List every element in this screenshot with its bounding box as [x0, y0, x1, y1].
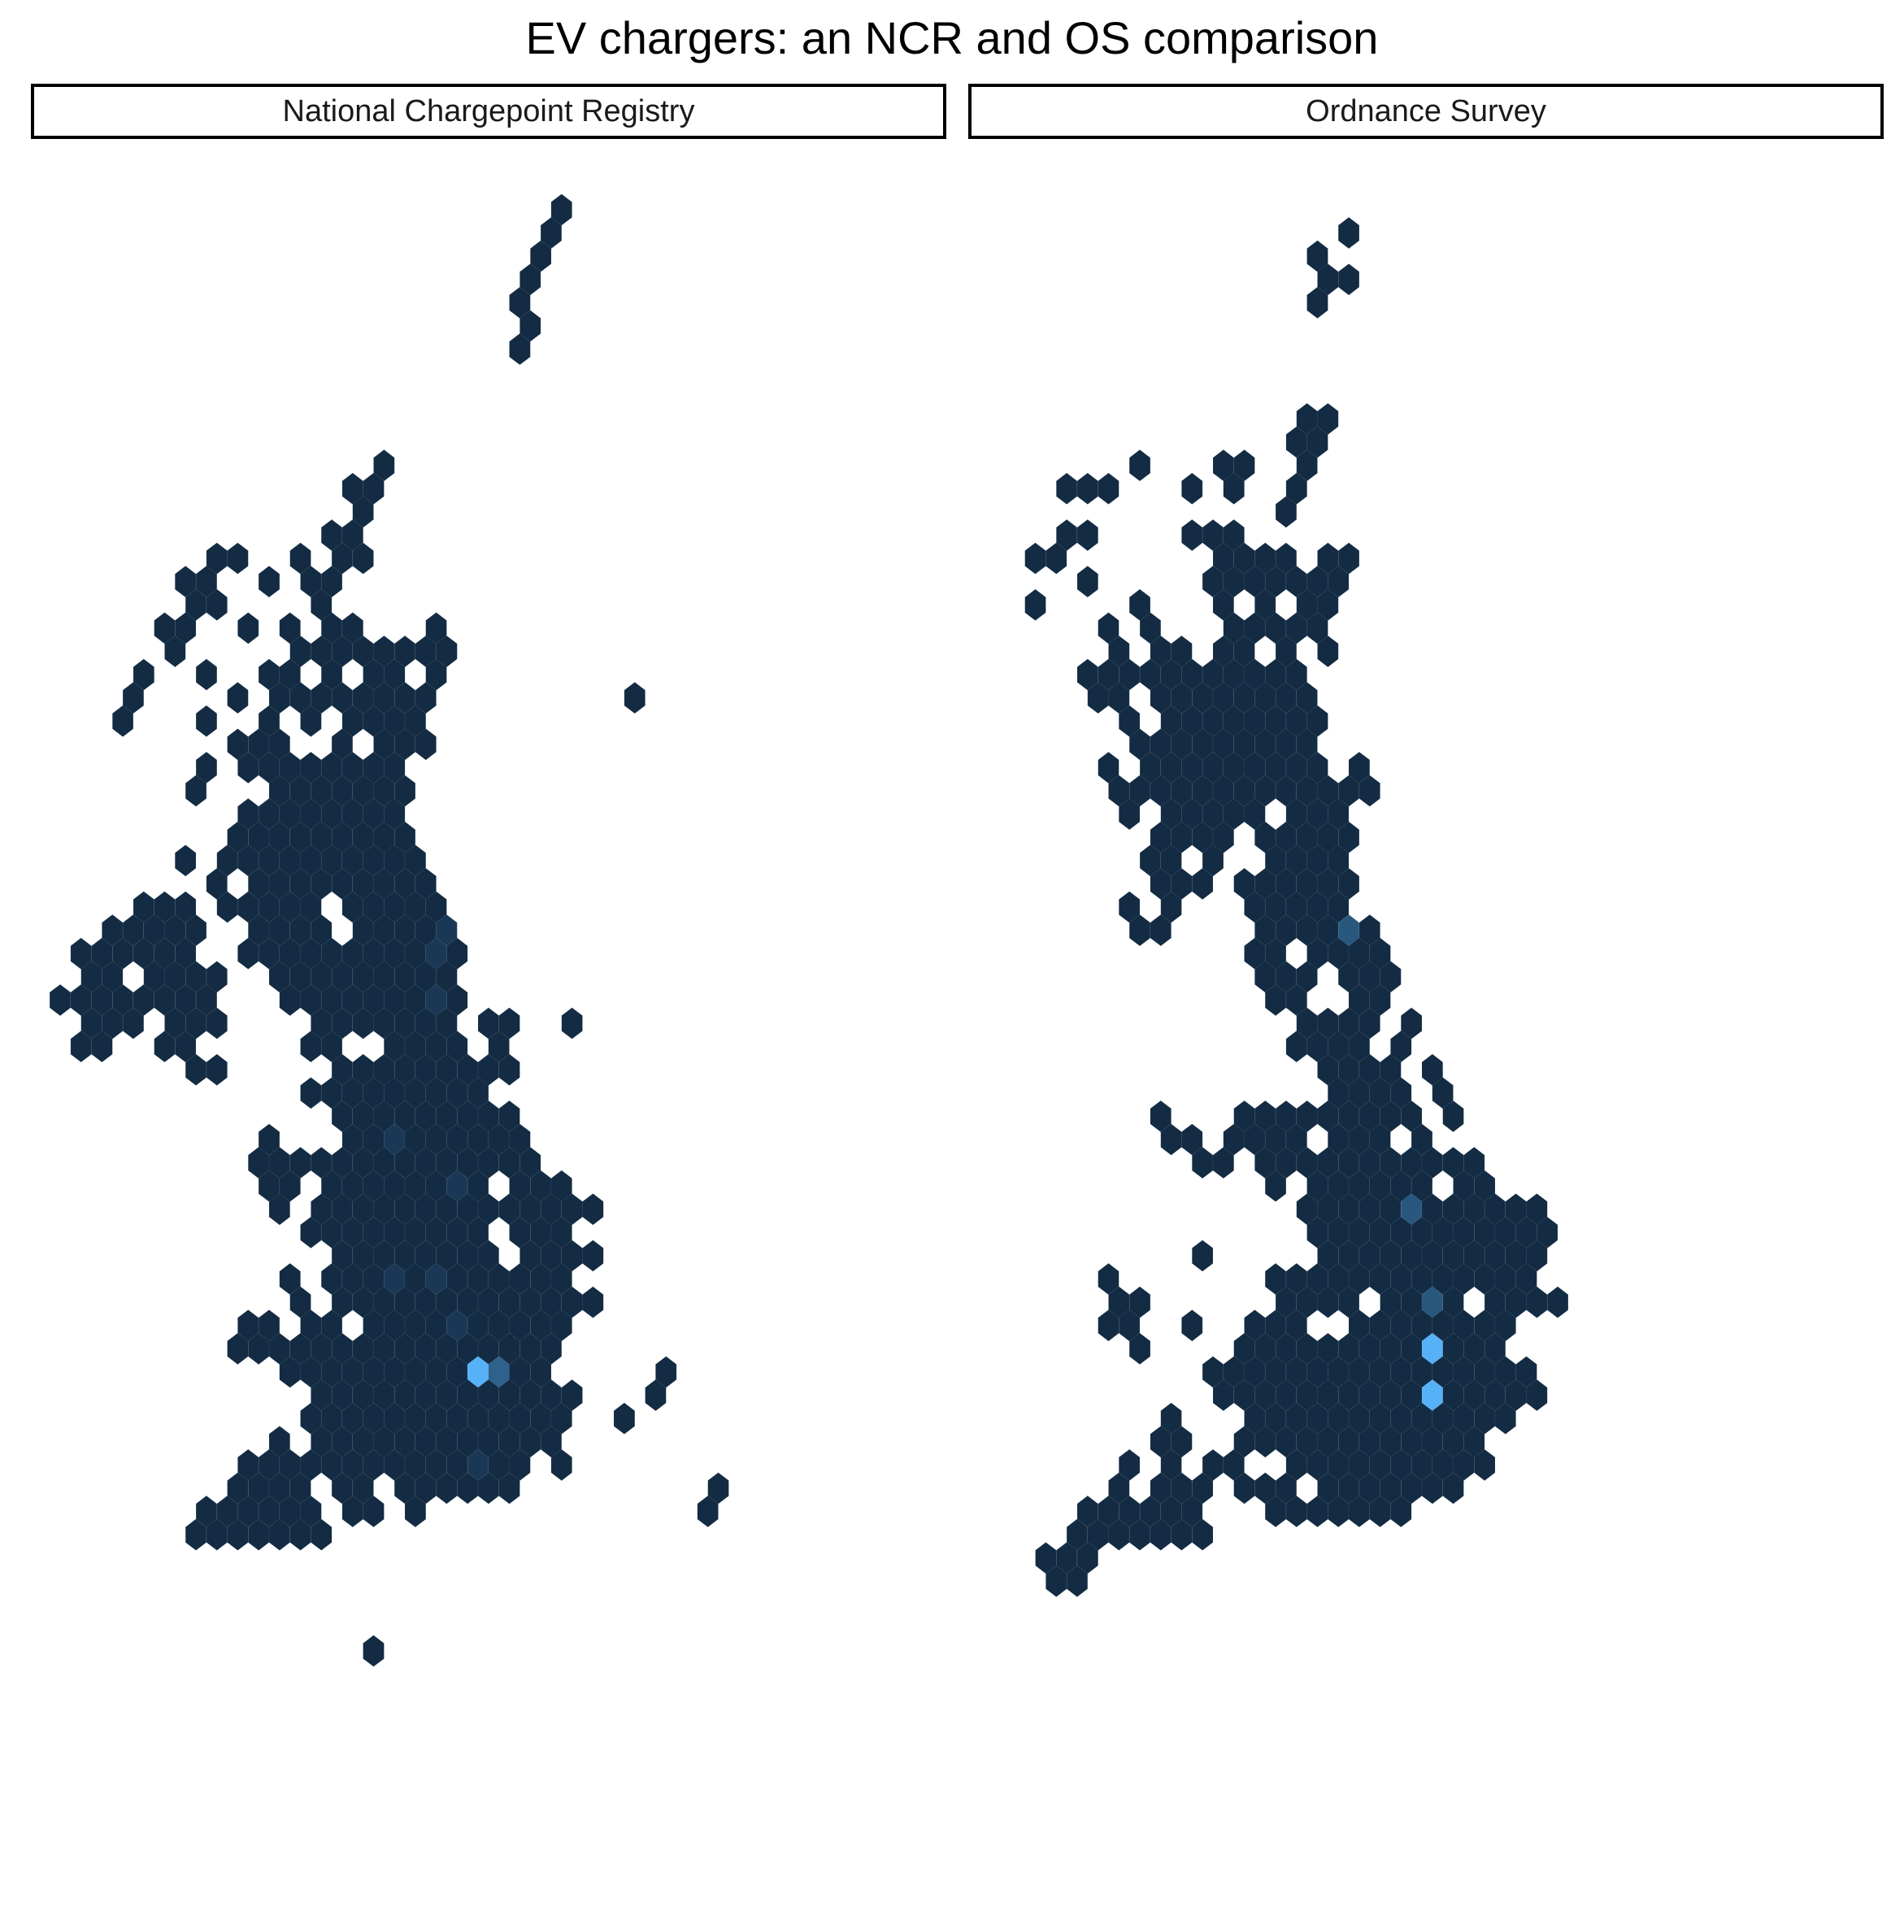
hex-cell — [561, 1007, 583, 1040]
hex-cell — [613, 1402, 636, 1435]
hex-cell — [195, 705, 218, 737]
hex-cell — [415, 728, 437, 761]
hexmap-panel-ncr — [49, 193, 729, 1667]
hex-cell — [1076, 565, 1098, 598]
hex-cell — [697, 1495, 719, 1528]
hex-cell — [1390, 1495, 1412, 1528]
hex-cell — [1526, 1378, 1548, 1412]
hex-cell — [352, 542, 374, 575]
hex-cell — [300, 705, 322, 737]
hex-cell — [1181, 519, 1203, 552]
hex-cell — [1223, 472, 1245, 505]
hex-cell — [1024, 542, 1046, 575]
hex-cell — [1473, 1448, 1496, 1482]
hex-cell — [49, 983, 72, 1017]
hex-cell — [268, 1193, 291, 1226]
hex-cell — [1494, 1402, 1516, 1435]
hex-cell — [206, 1053, 228, 1086]
hex-cell — [91, 1030, 113, 1063]
hex-cell — [237, 612, 259, 645]
hex-cell — [498, 1053, 520, 1086]
hex-cell — [1098, 472, 1119, 505]
hex-cell — [1181, 472, 1203, 505]
hex-cell — [1150, 914, 1172, 947]
hex-cell — [1076, 519, 1098, 552]
hexmap-panel-os — [1024, 216, 1569, 1598]
hex-cell — [363, 1495, 385, 1528]
hex-cell — [1264, 1170, 1287, 1202]
hex-cell — [1442, 1472, 1464, 1504]
hex-cell — [1191, 1518, 1214, 1551]
hex-cell — [175, 844, 197, 877]
hex-cell — [122, 1007, 145, 1040]
hex-cell — [164, 635, 186, 668]
hex-cell — [227, 681, 249, 714]
hex-cell — [624, 681, 646, 714]
hex-cell — [509, 332, 531, 366]
facet-strip-ncr: National Chargepoint Registry — [31, 84, 946, 139]
hex-cell — [300, 1077, 322, 1109]
hex-cell — [258, 565, 280, 598]
hex-cell — [498, 1472, 520, 1504]
hex-cell — [1337, 216, 1360, 250]
hex-cell — [1045, 542, 1067, 575]
hex-cell — [1358, 775, 1380, 807]
hex-cell — [311, 1518, 333, 1551]
hex-cell — [206, 588, 228, 621]
facet-label-os: Ordnance Survey — [1306, 93, 1546, 128]
hex-cell — [550, 1448, 572, 1482]
hex-cell — [1275, 496, 1298, 528]
hex-cell — [1181, 1309, 1203, 1342]
hex-cell — [1128, 588, 1151, 621]
hex-cell — [1024, 588, 1046, 621]
hex-cell — [227, 542, 249, 575]
hex-cell — [1128, 449, 1151, 482]
hex-cell — [1128, 1332, 1151, 1365]
facet-label-ncr: National Chargepoint Registry — [282, 93, 695, 128]
hex-cell — [582, 1286, 604, 1318]
hex-cell — [70, 1030, 92, 1063]
hex-cell — [1442, 1100, 1464, 1133]
hex-cell — [645, 1378, 667, 1412]
chart-title: EV chargers: an NCR and OS comparison — [525, 12, 1379, 63]
hex-cell — [1317, 635, 1339, 668]
hex-cell — [1119, 797, 1141, 831]
hex-cell — [1056, 472, 1078, 505]
hex-cell — [1191, 1240, 1214, 1272]
hex-cell — [185, 775, 207, 807]
hex-cell — [195, 658, 218, 691]
hex-cell — [404, 1495, 427, 1528]
hex-cell — [206, 1007, 228, 1040]
hex-cell — [112, 705, 134, 737]
hex-cell — [582, 1193, 604, 1226]
hex-cell — [1212, 1146, 1235, 1179]
hex-cell — [1306, 286, 1328, 319]
hex-cell — [1337, 263, 1360, 296]
facet-strip-os: Ordnance Survey — [968, 84, 1884, 139]
hex-cell — [582, 1240, 604, 1272]
hex-cell — [1191, 867, 1214, 901]
hex-cell — [1066, 1565, 1089, 1598]
hex-cell — [363, 1635, 385, 1667]
hex-cell — [1546, 1286, 1569, 1318]
hex-cell — [1076, 472, 1098, 505]
